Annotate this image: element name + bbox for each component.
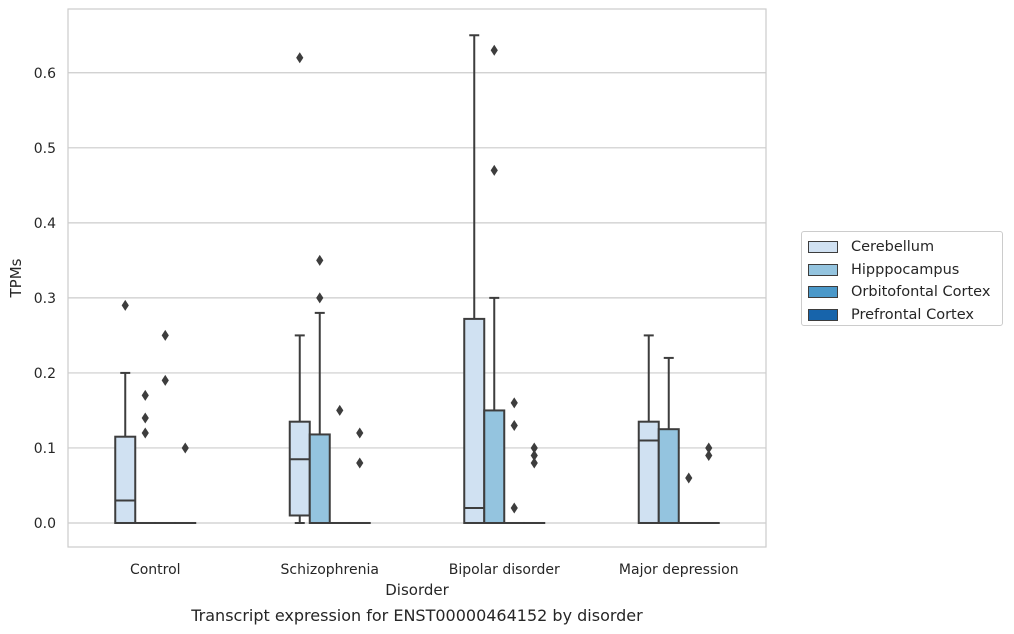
box-group bbox=[154, 329, 177, 524]
outlier-point bbox=[510, 502, 518, 514]
outlier-point bbox=[530, 449, 538, 461]
y-tick-label: 0.6 bbox=[34, 66, 56, 82]
box-group bbox=[328, 404, 351, 524]
box-group bbox=[503, 397, 526, 524]
box bbox=[657, 428, 680, 524]
y-tick-label: 0.2 bbox=[34, 366, 56, 382]
legend-item-cerebellum: Cerebellum bbox=[808, 236, 1002, 259]
box bbox=[114, 435, 137, 524]
figure-caption: Transcript expression for ENST0000046415… bbox=[191, 606, 643, 625]
box-group bbox=[463, 34, 486, 524]
outlier-point bbox=[490, 164, 498, 176]
x-tick-label: Bipolar disorder bbox=[449, 562, 560, 578]
outlier-point bbox=[705, 449, 713, 461]
legend-swatch bbox=[808, 286, 838, 299]
outlier-point bbox=[141, 427, 149, 439]
outlier-point bbox=[490, 44, 498, 56]
legend-label: Hipppocampus bbox=[851, 261, 960, 278]
x-tick-label: Control bbox=[130, 562, 181, 578]
outlier-point bbox=[356, 427, 364, 439]
y-tick-label: 0.0 bbox=[34, 516, 56, 532]
legend-label: Cerebellum bbox=[851, 239, 935, 256]
box-group bbox=[308, 254, 331, 524]
boxes bbox=[114, 34, 720, 524]
box-group bbox=[677, 472, 700, 524]
x-tick-label: Schizophrenia bbox=[281, 562, 379, 578]
outlier-point bbox=[316, 292, 324, 304]
legend-label: Prefrontal Cortex bbox=[851, 306, 974, 323]
legend: Cerebellum Hipppocampus Orbitofontal Cor… bbox=[801, 231, 1003, 326]
y-axis-label: TPMs bbox=[7, 258, 25, 298]
outlier-point bbox=[161, 374, 169, 386]
outlier-point bbox=[510, 397, 518, 409]
legend-item-hippocampus: Hipppocampus bbox=[808, 259, 1002, 282]
legend-swatch bbox=[808, 241, 838, 254]
box bbox=[637, 420, 660, 524]
box-group bbox=[134, 389, 157, 524]
y-tick-labels: 0.0 0.1 0.2 0.3 0.4 0.5 0.6 bbox=[34, 66, 56, 532]
plot-frame bbox=[67, 8, 767, 548]
box-group bbox=[483, 44, 506, 524]
box-group bbox=[523, 442, 546, 524]
x-axis-label: Disorder bbox=[385, 581, 449, 599]
outlier-point bbox=[316, 254, 324, 266]
y-tick-label: 0.4 bbox=[34, 216, 56, 232]
outlier-point bbox=[141, 412, 149, 424]
x-tick-labels: Control Schizophrenia Bipolar disorder Majo… bbox=[130, 562, 739, 578]
box bbox=[288, 420, 311, 517]
x-tick-label: Major depression bbox=[619, 562, 739, 578]
box bbox=[308, 433, 331, 524]
box-group bbox=[637, 334, 660, 524]
legend-swatch bbox=[808, 308, 838, 321]
legend-item-prefrontal-cortex: Prefrontal Cortex bbox=[808, 304, 1002, 327]
outlier-point bbox=[141, 389, 149, 401]
box bbox=[463, 317, 486, 524]
legend-swatch bbox=[808, 263, 838, 276]
box-group bbox=[114, 299, 137, 524]
box-group bbox=[657, 356, 680, 524]
outlier-point bbox=[121, 299, 129, 311]
legend-label: Orbitofontal Cortex bbox=[851, 284, 991, 301]
outlier-point bbox=[356, 457, 364, 469]
outlier-point bbox=[336, 404, 344, 416]
box-group bbox=[288, 52, 311, 524]
outlier-point bbox=[296, 52, 304, 64]
outlier-point bbox=[705, 442, 713, 454]
outlier-point bbox=[510, 419, 518, 431]
legend-item-orbitofrontal-cortex: Orbitofontal Cortex bbox=[808, 281, 1002, 304]
box-group bbox=[174, 442, 197, 524]
y-tick-label: 0.3 bbox=[34, 291, 56, 307]
outlier-point bbox=[161, 329, 169, 341]
outlier-point bbox=[530, 442, 538, 454]
outlier-point bbox=[181, 442, 189, 454]
box bbox=[483, 409, 506, 524]
outlier-point bbox=[685, 472, 693, 484]
y-tick-label: 0.1 bbox=[34, 441, 56, 457]
box-group bbox=[697, 442, 720, 524]
y-tick-label: 0.5 bbox=[34, 141, 56, 157]
box-group bbox=[348, 427, 371, 524]
outlier-point bbox=[530, 457, 538, 469]
